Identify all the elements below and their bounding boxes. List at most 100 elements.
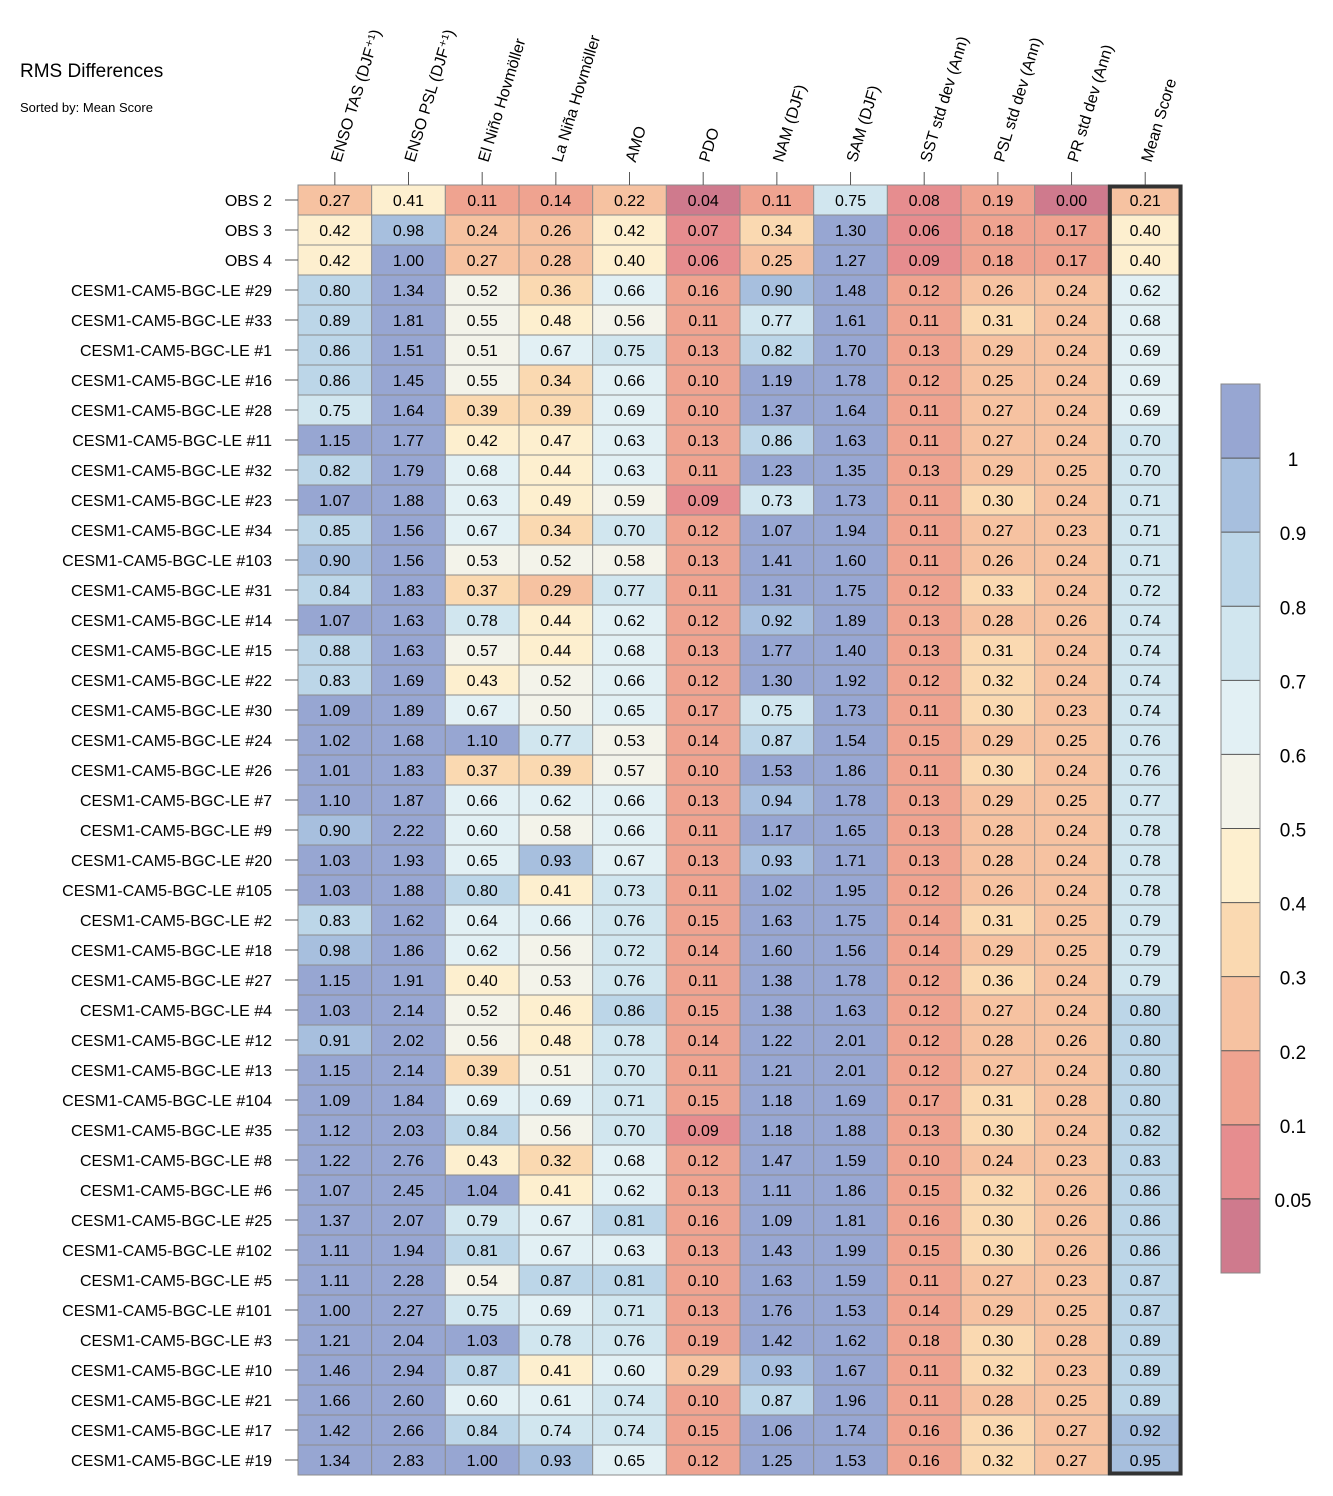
cell-value-label: 0.39 [540, 763, 571, 780]
heatmap-cell [813, 784, 888, 816]
cell-value-label: 1.21 [319, 1333, 350, 1350]
heatmap-cell [518, 1414, 594, 1446]
cell-value-label: 0.78 [1130, 883, 1161, 900]
cell-value-label: 1.45 [393, 373, 424, 390]
cell-value-label: 1.86 [835, 763, 866, 780]
cell-value-label: 0.39 [467, 403, 498, 420]
row-label: CESM1-CAM5-BGC-LE #21 [71, 1393, 272, 1410]
cell-value-label: 1.86 [835, 1183, 866, 1200]
cell-value-label: 0.62 [614, 613, 645, 630]
heatmap-cell [592, 1444, 667, 1476]
cell-value-label: 0.18 [982, 253, 1013, 270]
cell-value-label: 0.14 [909, 1303, 940, 1320]
cell-value-label: 1.69 [393, 673, 424, 690]
heatmap-cell [813, 754, 888, 786]
heatmap-cell [444, 1114, 520, 1146]
heatmap-cell [518, 574, 594, 606]
cell-value-label: 0.25 [1056, 793, 1087, 810]
cell-value-label: 0.12 [688, 1453, 719, 1470]
cell-value-label: 0.23 [1056, 523, 1087, 540]
cell-value-label: 1.07 [761, 523, 792, 540]
heatmap-cell [297, 214, 373, 246]
cell-value-label: 0.67 [540, 343, 571, 360]
cell-value-label: 0.13 [909, 823, 940, 840]
heatmap-cell [739, 484, 815, 516]
heatmap-cell [592, 1204, 667, 1236]
heatmap-cell [1034, 1444, 1109, 1476]
heatmap-cell [371, 304, 446, 336]
heatmap-cell [592, 1234, 667, 1266]
heatmap-cell [739, 634, 815, 666]
cell-value-label: 0.19 [982, 193, 1013, 210]
heatmap-cell [739, 724, 815, 756]
cell-value-label: 0.75 [761, 703, 792, 720]
cell-value-label: 0.81 [614, 1273, 645, 1290]
heatmap-cell [371, 1324, 446, 1356]
cell-value-label: 1.68 [393, 733, 424, 750]
heatmap-cell [739, 544, 815, 576]
cell-value-label: 0.74 [614, 1393, 645, 1410]
cell-value-label: 1.69 [835, 1093, 866, 1110]
cell-value-label: 0.42 [614, 223, 645, 240]
cell-value-label: 0.76 [614, 973, 645, 990]
heatmap-cell [297, 304, 373, 336]
cell-value-label: 0.26 [1056, 1243, 1087, 1260]
heatmap-cell [444, 394, 520, 426]
cell-value-label: 1.59 [835, 1153, 866, 1170]
heatmap-cell [960, 934, 1036, 966]
heatmap-cell [960, 1444, 1036, 1476]
cell-value-label: 0.12 [909, 373, 940, 390]
cell-value-label: 0.78 [540, 1333, 571, 1350]
colorbar-bin [1221, 1124, 1260, 1199]
row-label: CESM1-CAM5-BGC-LE #34 [71, 523, 272, 540]
cell-value-label: 0.93 [761, 1363, 792, 1380]
heatmap-cell [739, 1144, 815, 1176]
heatmap-cell [886, 1294, 962, 1326]
cell-value-label: 0.25 [1056, 733, 1087, 750]
heatmap-cell [960, 214, 1036, 246]
cell-value-label: 0.56 [540, 943, 571, 960]
row-label: CESM1-CAM5-BGC-LE #15 [71, 643, 272, 660]
row-label: CESM1-CAM5-BGC-LE #6 [80, 1183, 272, 1200]
cell-value-label: 0.31 [982, 313, 1013, 330]
heatmap-cell [886, 484, 962, 516]
cell-value-label: 1.03 [319, 1003, 350, 1020]
cell-value-label: 0.24 [1056, 1003, 1087, 1020]
heatmap-cell [1034, 334, 1109, 366]
colorbar-tick-label: 0.8 [1280, 598, 1306, 619]
heatmap-cell [886, 994, 962, 1026]
cell-value-label: 0.57 [467, 643, 498, 660]
cell-value-label: 0.62 [1130, 283, 1161, 300]
cell-value-label: 0.13 [909, 613, 940, 630]
cell-value-label: 0.31 [982, 1093, 1013, 1110]
row-label: CESM1-CAM5-BGC-LE #31 [71, 583, 272, 600]
heatmap-cell [739, 1324, 815, 1356]
cell-value-label: 0.86 [319, 343, 350, 360]
heatmap-cell [739, 334, 815, 366]
heatmap-cell [665, 1174, 741, 1206]
cell-value-label: 0.15 [909, 1243, 940, 1260]
heatmap-cell [1107, 1174, 1183, 1206]
cell-value-label: 1.78 [835, 373, 866, 390]
heatmap-cell [1034, 244, 1109, 276]
row-label: CESM1-CAM5-BGC-LE #105 [62, 883, 272, 900]
cell-value-label: 0.16 [909, 1213, 940, 1230]
heatmap-cell [1034, 634, 1109, 666]
heatmap-cell [297, 1234, 373, 1266]
cell-value-label: 0.51 [467, 343, 498, 360]
heatmap-cell [886, 394, 962, 426]
heatmap-cell [813, 1174, 888, 1206]
heatmap-cell [518, 1144, 594, 1176]
cell-value-label: 0.74 [1130, 673, 1161, 690]
heatmap-cell [886, 304, 962, 336]
heatmap-cell [592, 454, 667, 486]
cell-value-label: 0.26 [982, 883, 1013, 900]
cell-value-label: 1.56 [393, 553, 424, 570]
cell-value-label: 0.13 [909, 853, 940, 870]
heatmap-cell [813, 694, 888, 726]
row-label: CESM1-CAM5-BGC-LE #11 [72, 433, 272, 450]
heatmap-cell [665, 1204, 741, 1236]
cell-value-label: 0.15 [909, 1183, 940, 1200]
cell-value-label: 0.88 [319, 643, 350, 660]
cell-value-label: 1.22 [319, 1153, 350, 1170]
